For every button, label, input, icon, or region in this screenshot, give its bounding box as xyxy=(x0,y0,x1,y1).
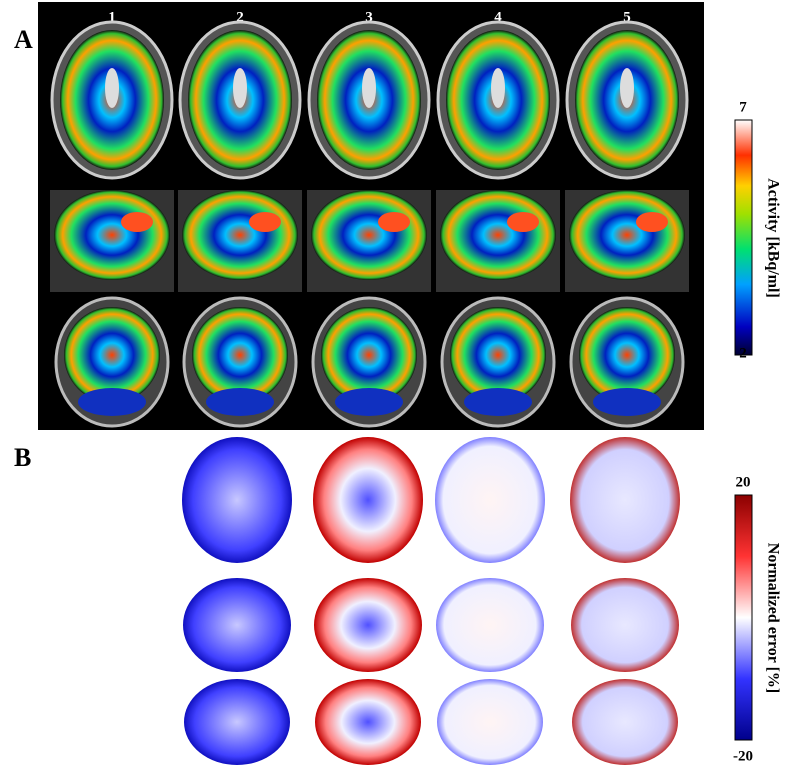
error-coronal xyxy=(437,679,543,765)
column-label: 1 xyxy=(108,9,116,25)
colorbar xyxy=(734,494,753,741)
column-label: 2 xyxy=(236,9,244,25)
error-axial xyxy=(313,437,423,563)
colorbar-max: 20 xyxy=(736,474,751,490)
ventricle xyxy=(233,68,247,108)
hotspot xyxy=(378,212,410,232)
colorbar-max: 7 xyxy=(739,99,747,115)
pet-sagittal xyxy=(54,190,170,280)
ventricle xyxy=(105,68,119,108)
error-sagittal xyxy=(436,578,544,672)
error-coronal xyxy=(184,679,290,765)
error-sagittal xyxy=(314,578,422,672)
error-sagittal xyxy=(571,578,679,672)
column-label: 4 xyxy=(494,9,502,25)
cerebellum xyxy=(78,388,146,416)
ventricle xyxy=(362,68,376,108)
error-coronal xyxy=(315,679,421,765)
pet-sagittal xyxy=(311,190,427,280)
pet-coronal xyxy=(579,307,675,403)
ventricle xyxy=(491,68,505,108)
hotspot xyxy=(121,212,153,232)
pet-sagittal xyxy=(569,190,685,280)
hotspot xyxy=(249,212,281,232)
panel-label: A xyxy=(14,25,33,54)
panel-label: B xyxy=(14,443,31,472)
colorbar-label: Normalized error [%] xyxy=(764,543,781,693)
error-axial xyxy=(570,437,680,563)
column-label: 3 xyxy=(365,9,373,25)
pet-coronal xyxy=(321,307,417,403)
column-label: 5 xyxy=(623,9,631,25)
colorbar-min: 2 xyxy=(739,345,747,361)
pet-coronal xyxy=(64,307,160,403)
ventricle xyxy=(620,68,634,108)
error-axial xyxy=(435,437,545,563)
hotspot xyxy=(507,212,539,232)
error-axial xyxy=(182,437,292,563)
colorbar-min: -20 xyxy=(733,748,753,764)
cerebellum xyxy=(335,388,403,416)
cerebellum xyxy=(206,388,274,416)
pet-sagittal xyxy=(182,190,298,280)
error-coronal xyxy=(572,679,678,765)
hotspot xyxy=(636,212,668,232)
colorbar-label: Activity [kBq/ml] xyxy=(764,178,781,298)
colorbar xyxy=(734,119,753,356)
pet-coronal xyxy=(450,307,546,403)
pet-coronal xyxy=(192,307,288,403)
cerebellum xyxy=(593,388,661,416)
error-sagittal xyxy=(183,578,291,672)
cerebellum xyxy=(464,388,532,416)
pet-sagittal xyxy=(440,190,556,280)
